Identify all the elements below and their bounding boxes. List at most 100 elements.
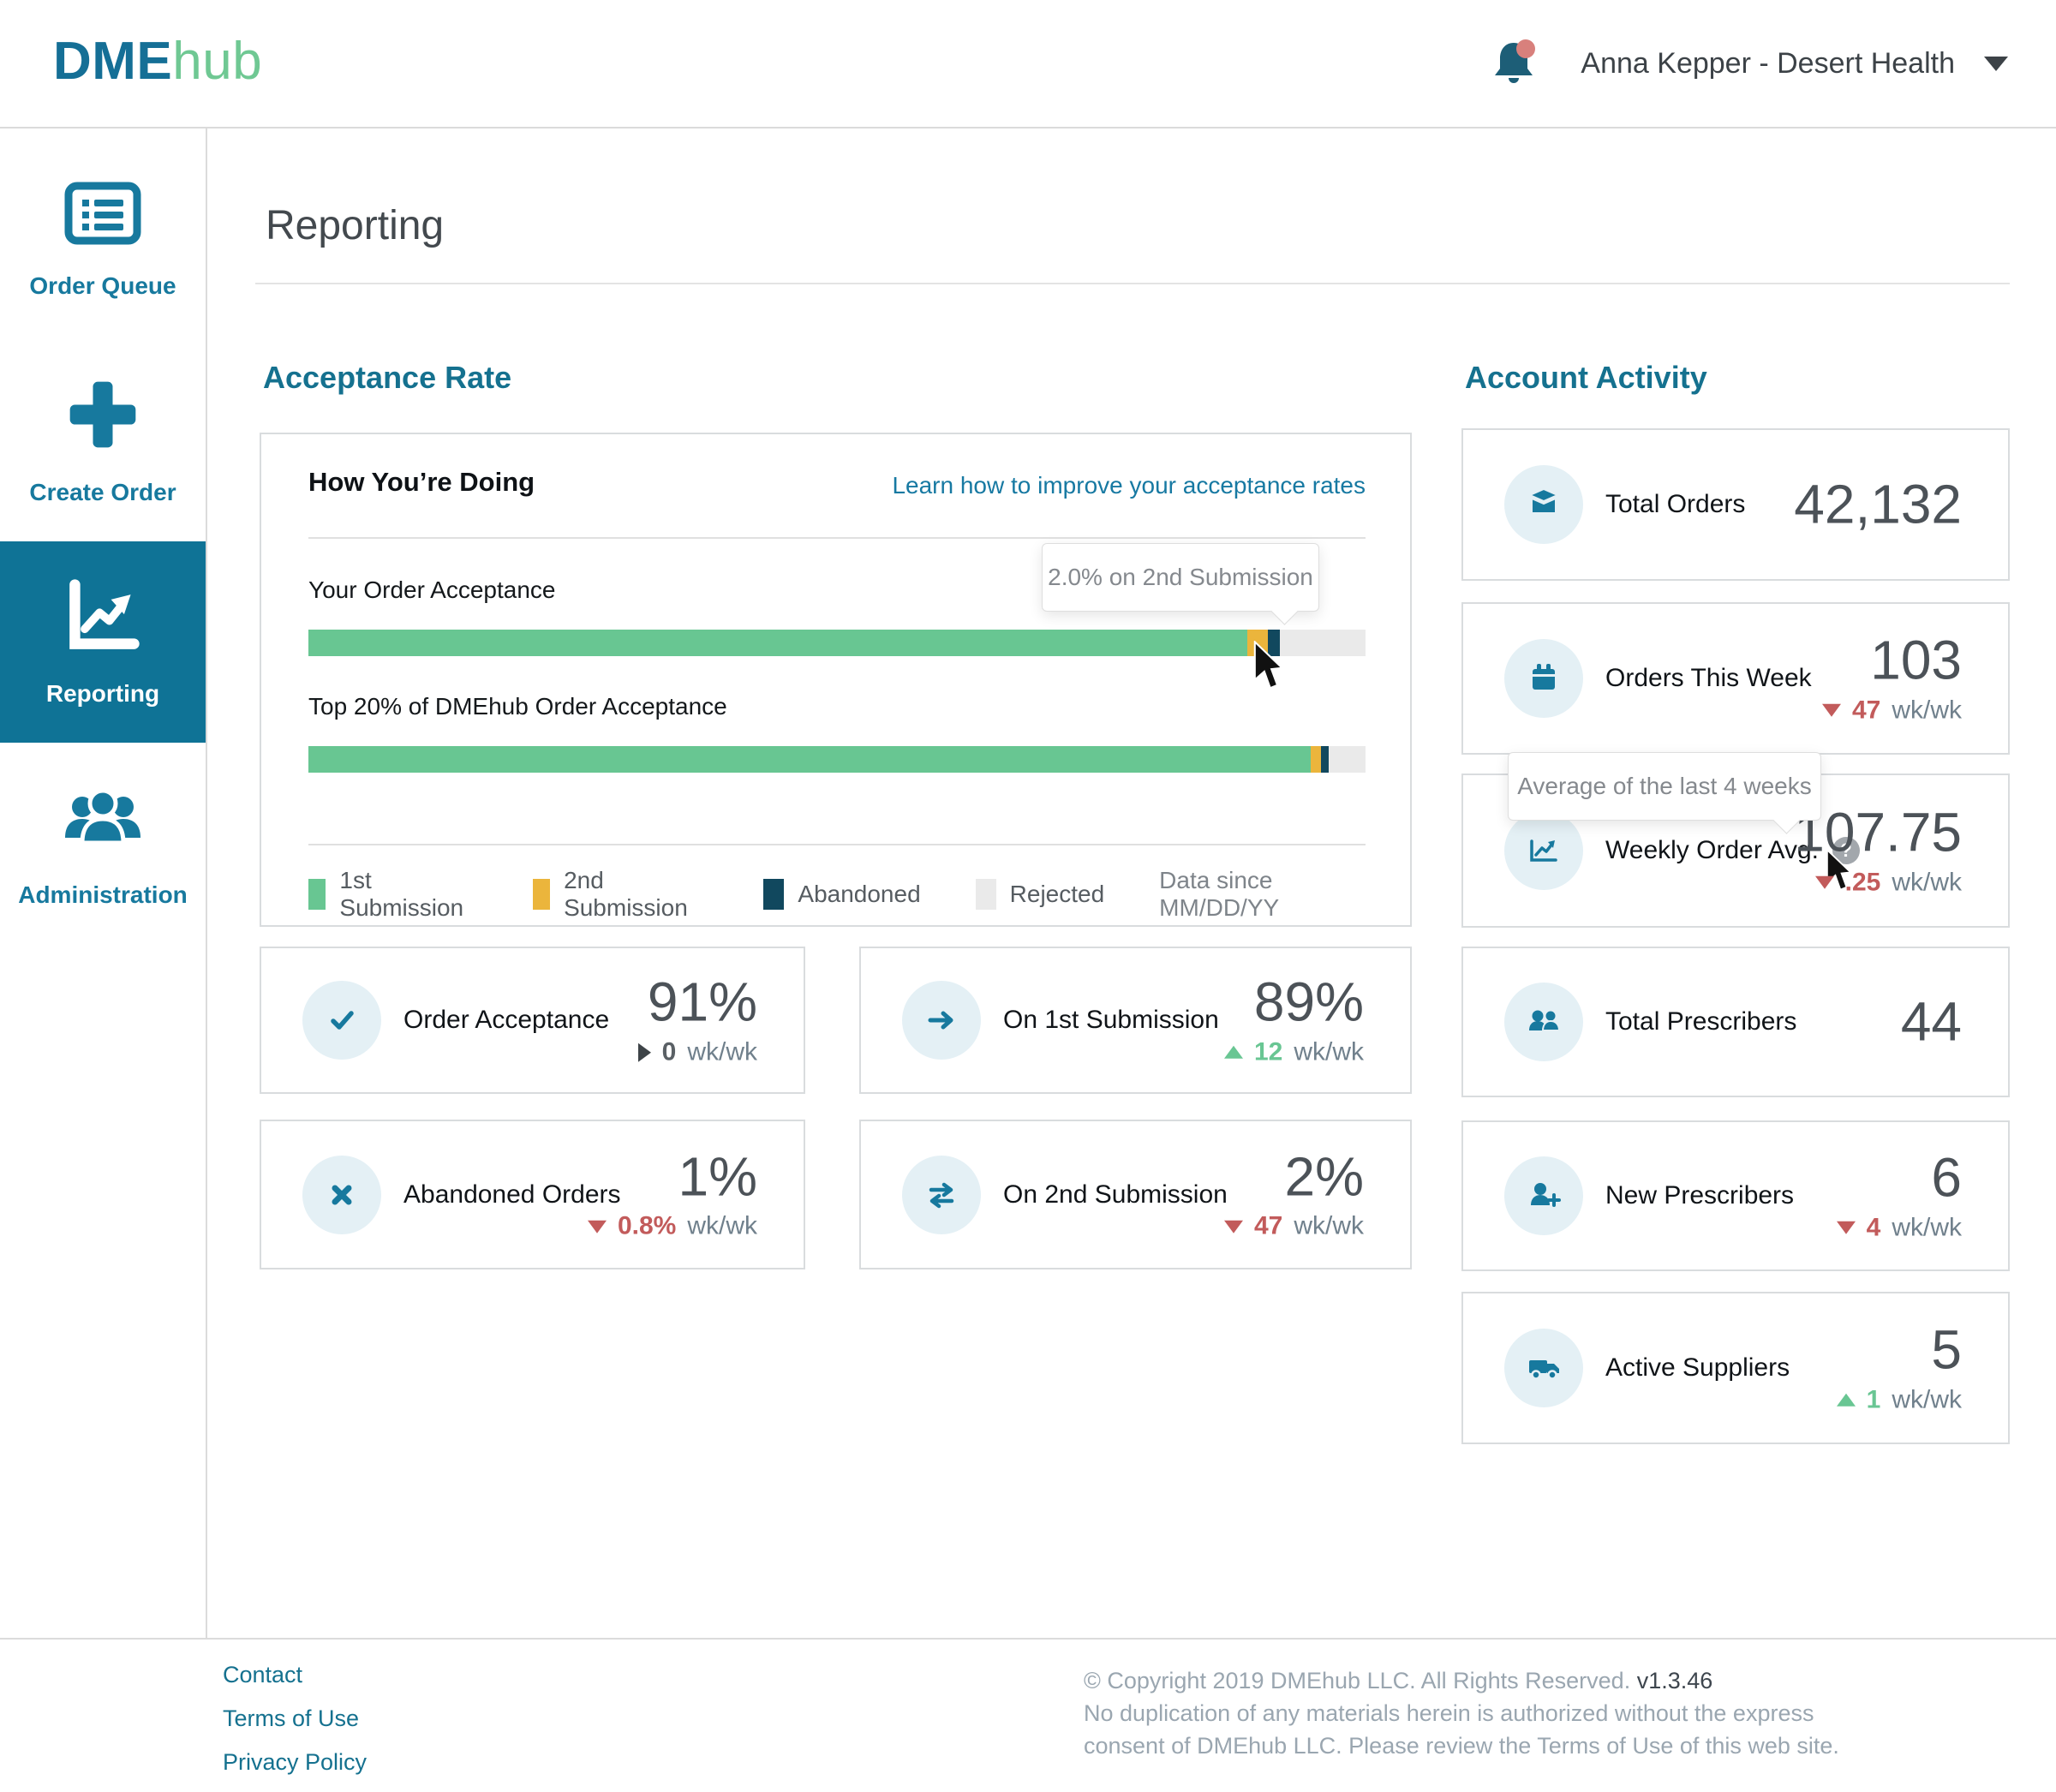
account-activity-heading: Account Activity xyxy=(1465,360,1707,395)
sidebar-item-create-order[interactable]: Create Order xyxy=(0,340,206,541)
footer-links: Contact Terms of Use Privacy Policy xyxy=(223,1662,367,1776)
check-icon xyxy=(302,981,381,1060)
card-divider xyxy=(308,537,1366,539)
privacy-policy-link[interactable]: Privacy Policy xyxy=(223,1749,368,1775)
data-since-label: Data since MM/DD/YY xyxy=(1159,867,1280,921)
trend-down-icon xyxy=(587,1220,607,1233)
order-queue-icon xyxy=(62,179,144,252)
stat-value: 107.75 xyxy=(1794,801,1962,863)
mini-chart-icon xyxy=(1504,811,1583,890)
legend-label: Rejected xyxy=(1009,881,1105,907)
dmehub-logo: DMEhub xyxy=(53,31,262,92)
legend-swatch-gray xyxy=(975,879,996,910)
stat-value: 42,132 xyxy=(1794,473,1962,535)
stat-label: Order Acceptance xyxy=(403,1006,610,1034)
bar-segment-rejected[interactable] xyxy=(1328,746,1366,773)
chevron-down-icon[interactable] xyxy=(1984,56,2008,71)
user-menu-label[interactable]: Anna Kepper - Desert Health xyxy=(1581,46,1955,80)
stat-value: 44 xyxy=(1900,990,1962,1053)
stat-value: 89% xyxy=(1253,971,1364,1033)
contact-link[interactable]: Contact xyxy=(223,1662,303,1687)
abandoned-orders-card: Abandoned Orders 1% 0.8% wk/wk xyxy=(260,1120,805,1269)
weekly-avg-tooltip-text: Average of the last 4 weeks xyxy=(1517,773,1812,799)
stat-value: 1% xyxy=(678,1145,758,1208)
sidebar-item-reporting[interactable]: Reporting xyxy=(0,541,206,743)
stat-label: On 2nd Submission xyxy=(1003,1180,1228,1209)
bar-segment-abandoned[interactable] xyxy=(1321,746,1329,773)
trend-down-icon xyxy=(1836,1221,1856,1234)
version-label: v1.3.46 xyxy=(1636,1668,1713,1693)
on-2nd-submission-card: On 2nd Submission 2% 47 wk/wk xyxy=(859,1120,1412,1269)
trend-down-icon xyxy=(1223,1220,1243,1233)
copyright-text: © Copyright 2019 DMEhub LLC. All Rights … xyxy=(1084,1668,1631,1693)
legend-item-1st-submission: 1st Submission xyxy=(308,867,478,922)
trend-down-icon xyxy=(1821,703,1841,717)
on-1st-submission-card: On 1st Submission 89% 12 wk/wk xyxy=(859,947,1412,1094)
legend-label: 2nd Submission xyxy=(564,867,688,921)
terms-of-use-link[interactable]: Terms of Use xyxy=(223,1705,360,1731)
bar-tooltip: 2.0% on 2nd Submission xyxy=(1042,543,1319,612)
person-plus-icon xyxy=(1504,1156,1583,1235)
bar-segment-1st-submission[interactable] xyxy=(308,630,1247,656)
notification-bell-icon[interactable] xyxy=(1490,38,1538,89)
stat-value: 6 xyxy=(1931,1146,1962,1209)
calendar-icon xyxy=(1504,639,1583,718)
truck-icon xyxy=(1504,1329,1583,1407)
legend-swatch-yellow xyxy=(532,879,551,910)
trend-up-icon xyxy=(1223,1045,1243,1059)
stat-value: 2% xyxy=(1284,1145,1365,1208)
stat-delta: 0.8% wk/wk xyxy=(587,1212,757,1241)
stat-value: 91% xyxy=(647,971,757,1033)
logo-hub: hub xyxy=(172,32,263,91)
new-prescribers-card: New Prescribers 6 4 wk/wk xyxy=(1461,1120,2010,1271)
stat-label: On 1st Submission xyxy=(1003,1006,1219,1034)
help-icon[interactable]: ? xyxy=(1832,837,1860,864)
stat-delta: 4 wk/wk xyxy=(1836,1213,1962,1242)
bar-segment-2nd-submission[interactable] xyxy=(1310,746,1322,773)
legend-swatch-green xyxy=(308,879,326,910)
stat-value: 103 xyxy=(1870,629,1962,691)
top-header: DMEhub Anna Kepper - Desert Health xyxy=(0,0,2056,128)
stat-value: 5 xyxy=(1931,1318,1962,1381)
bar-tooltip-text: 2.0% on 2nd Submission xyxy=(1048,564,1313,590)
sidebar-item-label: Create Order xyxy=(29,479,176,505)
two-people-icon xyxy=(1504,983,1583,1061)
legend-item-rejected: Rejected xyxy=(975,879,1105,910)
sidebar-item-label: Reporting xyxy=(45,680,160,707)
bar-legend: 1st Submission 2nd Submission Abandoned … xyxy=(308,867,1366,922)
bar-segment-abandoned[interactable] xyxy=(1268,630,1281,656)
order-acceptance-card: Order Acceptance 91% 0 wk/wk xyxy=(260,947,805,1094)
page-footer: Contact Terms of Use Privacy Policy © Co… xyxy=(0,1638,2056,1792)
bar-segment-rejected[interactable] xyxy=(1280,630,1366,656)
stat-label: Abandoned Orders xyxy=(403,1180,621,1209)
card-divider xyxy=(308,844,1366,845)
disclaimer-text: No duplication of any materials herein i… xyxy=(1084,1699,1839,1759)
card-title: How You’re Doing xyxy=(308,467,535,497)
page-title: Reporting xyxy=(266,203,445,248)
legend-label: 1st Submission xyxy=(339,867,464,921)
stat-delta: 47 wk/wk xyxy=(1821,696,1962,725)
people-group-icon xyxy=(58,778,147,861)
your-order-acceptance-label: Your Order Acceptance xyxy=(308,576,556,603)
arrow-right-icon xyxy=(902,981,981,1060)
footer-legal: © Copyright 2019 DMEhub LLC. All Rights … xyxy=(1084,1665,1872,1762)
sidebar-item-order-queue[interactable]: Order Queue xyxy=(0,139,206,340)
trend-flat-icon xyxy=(637,1042,651,1062)
stat-label: Total Prescribers xyxy=(1605,1007,1797,1036)
mouse-cursor xyxy=(1253,641,1284,690)
total-prescribers-card: Total Prescribers 44 xyxy=(1461,947,2010,1097)
notification-badge xyxy=(1516,39,1536,58)
stat-delta: 0 wk/wk xyxy=(637,1037,757,1066)
total-orders-card: Total Orders 42,132 xyxy=(1461,428,2010,581)
weekly-avg-tooltip: Average of the last 4 weeks xyxy=(1508,752,1821,821)
stat-label: Total Orders xyxy=(1605,490,1746,518)
sidebar-nav: Order Queue Create Order Reporting xyxy=(0,128,207,1638)
improve-acceptance-link[interactable]: Learn how to improve your acceptance rat… xyxy=(892,472,1366,499)
legend-item-abandoned: Abandoned xyxy=(763,879,921,910)
logo-dme: DME xyxy=(53,32,173,91)
sidebar-item-administration[interactable]: Administration xyxy=(0,743,206,944)
title-divider xyxy=(255,283,2010,284)
bar-segment-1st-submission[interactable] xyxy=(308,746,1311,773)
legend-label: Abandoned xyxy=(798,881,921,907)
